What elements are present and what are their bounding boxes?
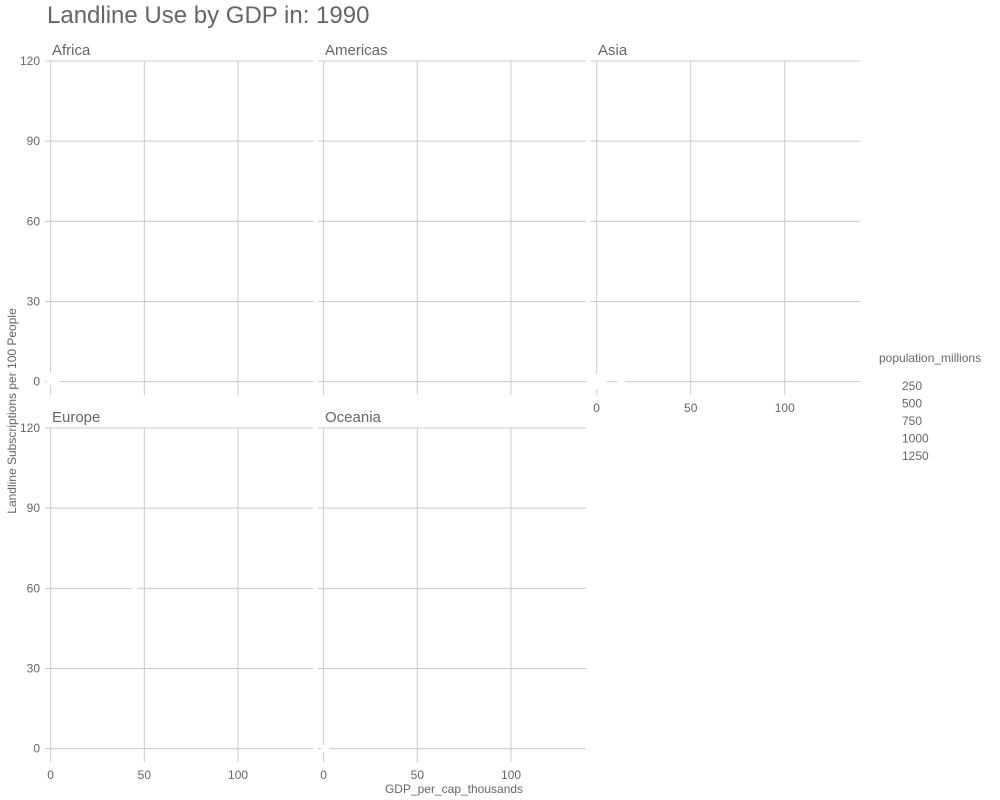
x-tick-label: 50: [138, 768, 152, 782]
x-tick-label: 50: [684, 401, 698, 415]
x-tick-label: 0: [47, 768, 54, 782]
x-tick-label: 0: [320, 768, 327, 782]
y-tick-label: 30: [27, 294, 41, 308]
y-tick-label: 90: [27, 134, 41, 148]
y-tick-label: 0: [33, 742, 40, 756]
data-point-asia: [617, 376, 626, 385]
data-point-europe: [132, 585, 138, 592]
y-axis-title: Landline Subscriptions per 100 People: [5, 308, 19, 514]
legend-key: [883, 400, 889, 407]
y-tick-label: 0: [33, 375, 40, 389]
y-tick-label: 60: [27, 581, 41, 595]
legend-key: [881, 416, 891, 426]
chart-title: Landline Use by GDP in: 1990: [47, 2, 370, 29]
y-tick-label: 90: [27, 501, 41, 515]
legend-key: [884, 384, 888, 388]
x-tick-label: 50: [411, 768, 425, 782]
panel-title-oceania: Oceania: [325, 409, 382, 426]
data-point-asia: [590, 373, 607, 390]
y-tick-label: 60: [27, 214, 41, 228]
y-tick-label: 30: [27, 661, 41, 675]
panel-title-europe: Europe: [52, 409, 100, 426]
legend-label: 1000: [902, 432, 929, 446]
panel-title-asia: Asia: [598, 42, 628, 59]
legend-label: 250: [902, 379, 922, 393]
y-tick-label: 120: [20, 54, 40, 68]
y-tick-label: 120: [20, 421, 40, 435]
x-tick-label: 0: [593, 401, 600, 415]
x-tick-label: 100: [228, 768, 248, 782]
panel-title-americas: Americas: [325, 42, 388, 59]
legend-key: [878, 448, 894, 464]
legend-title: population_millions: [879, 351, 981, 365]
legend-label: 500: [902, 397, 922, 411]
x-tick-label: 100: [775, 401, 795, 415]
legend-key: [880, 432, 892, 445]
panel-title-africa: Africa: [52, 42, 91, 59]
x-axis-title: GDP_per_cap_thousands: [385, 782, 523, 796]
data-point-oceania: [321, 744, 330, 753]
data-point-africa: [49, 376, 60, 387]
legend-label: 750: [902, 414, 922, 428]
x-tick-label: 100: [501, 768, 521, 782]
legend-label: 1250: [902, 449, 929, 463]
